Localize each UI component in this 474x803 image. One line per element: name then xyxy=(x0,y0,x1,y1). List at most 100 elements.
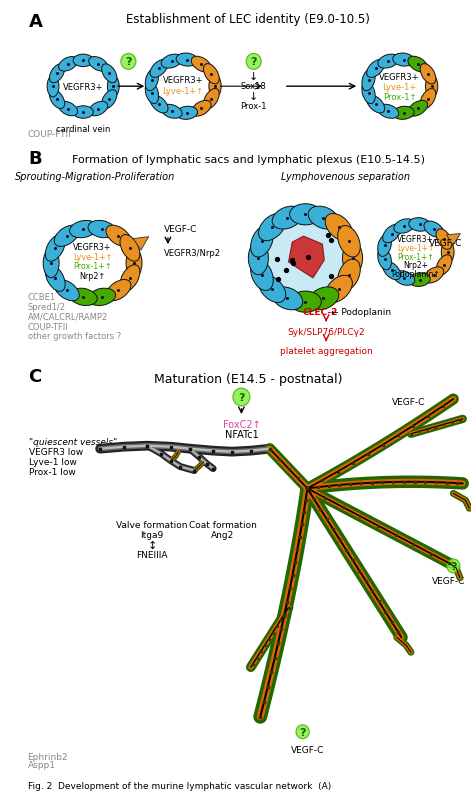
Text: CLEC-2: CLEC-2 xyxy=(302,308,338,316)
Text: VEGFR3+: VEGFR3+ xyxy=(397,234,434,243)
Ellipse shape xyxy=(151,60,215,114)
Polygon shape xyxy=(289,237,324,279)
Ellipse shape xyxy=(436,230,452,250)
Text: ?: ? xyxy=(300,727,306,737)
Ellipse shape xyxy=(394,271,415,286)
Ellipse shape xyxy=(49,91,64,109)
Text: other growth factors ?: other growth factors ? xyxy=(27,332,121,341)
Ellipse shape xyxy=(409,274,430,287)
Ellipse shape xyxy=(393,107,414,120)
Ellipse shape xyxy=(89,58,108,72)
Ellipse shape xyxy=(108,76,119,98)
Text: Spred1/2: Spred1/2 xyxy=(27,302,65,312)
Ellipse shape xyxy=(424,222,444,238)
Ellipse shape xyxy=(272,207,303,230)
Text: AM/CALCRL/RAMP2: AM/CALCRL/RAMP2 xyxy=(27,312,108,321)
Ellipse shape xyxy=(70,289,97,306)
Ellipse shape xyxy=(176,107,198,120)
Ellipse shape xyxy=(258,214,286,242)
Text: ?: ? xyxy=(125,57,132,67)
Text: Formation of lymphatic sacs and lymphatic plexus (E10.5-14.5): Formation of lymphatic sacs and lymphati… xyxy=(72,154,425,165)
Ellipse shape xyxy=(378,248,392,271)
Text: Podoplanin↑: Podoplanin↑ xyxy=(391,270,440,279)
Ellipse shape xyxy=(53,61,113,113)
Ellipse shape xyxy=(394,219,415,234)
Ellipse shape xyxy=(46,235,65,262)
Text: VEGFR3+: VEGFR3+ xyxy=(379,72,420,82)
Ellipse shape xyxy=(88,221,116,238)
Ellipse shape xyxy=(408,101,428,117)
Ellipse shape xyxy=(106,280,131,301)
Ellipse shape xyxy=(272,287,303,311)
Ellipse shape xyxy=(420,89,436,110)
Ellipse shape xyxy=(49,65,64,84)
Ellipse shape xyxy=(308,287,339,311)
Text: A: A xyxy=(28,13,42,31)
Ellipse shape xyxy=(89,102,108,116)
Ellipse shape xyxy=(120,235,140,262)
Text: Prox-1+↑: Prox-1+↑ xyxy=(73,262,112,271)
Ellipse shape xyxy=(378,55,399,69)
Ellipse shape xyxy=(59,102,78,116)
Text: Lyve-1+↑: Lyve-1+↑ xyxy=(73,252,112,261)
Ellipse shape xyxy=(126,249,142,279)
Text: Nrp2↑: Nrp2↑ xyxy=(80,272,106,281)
Ellipse shape xyxy=(420,64,436,85)
Text: VEGFR3 low: VEGFR3 low xyxy=(29,447,84,456)
Ellipse shape xyxy=(362,70,375,92)
Ellipse shape xyxy=(203,64,219,85)
Circle shape xyxy=(246,55,261,70)
Ellipse shape xyxy=(248,242,268,275)
Text: VEGF-C: VEGF-C xyxy=(291,744,324,754)
Text: VEGFR3+: VEGFR3+ xyxy=(163,75,203,84)
Ellipse shape xyxy=(426,75,438,99)
Text: VEGF-C: VEGF-C xyxy=(392,397,426,406)
Ellipse shape xyxy=(337,259,360,291)
Ellipse shape xyxy=(145,83,159,104)
Ellipse shape xyxy=(308,207,339,230)
Text: Maturation (E14.5 - postnatal): Maturation (E14.5 - postnatal) xyxy=(154,373,342,385)
Ellipse shape xyxy=(367,60,385,79)
Text: NFATc1: NFATc1 xyxy=(225,430,258,439)
Text: Lyve-1+↑: Lyve-1+↑ xyxy=(397,243,434,252)
Text: VEGFR3+: VEGFR3+ xyxy=(63,83,103,92)
Ellipse shape xyxy=(258,276,286,303)
Ellipse shape xyxy=(191,101,211,117)
Text: Establishment of LEC identity (E9.0-10.5): Establishment of LEC identity (E9.0-10.5… xyxy=(126,13,370,26)
Text: Lyve-1 low: Lyve-1 low xyxy=(29,457,77,466)
Ellipse shape xyxy=(251,226,273,258)
Ellipse shape xyxy=(383,262,401,280)
Ellipse shape xyxy=(47,76,59,98)
Ellipse shape xyxy=(378,105,399,119)
Text: Ephrinb2: Ephrinb2 xyxy=(27,752,68,760)
Text: ↓: ↓ xyxy=(249,72,258,82)
Ellipse shape xyxy=(191,57,211,73)
Ellipse shape xyxy=(393,54,414,67)
Ellipse shape xyxy=(337,226,360,258)
Ellipse shape xyxy=(441,242,454,264)
Ellipse shape xyxy=(51,229,134,299)
Ellipse shape xyxy=(436,255,452,276)
Ellipse shape xyxy=(367,96,385,114)
Ellipse shape xyxy=(46,266,65,292)
FancyArrowPatch shape xyxy=(133,238,149,251)
Ellipse shape xyxy=(54,226,79,247)
Text: Lyve-1+↑: Lyve-1+↑ xyxy=(163,87,204,96)
Ellipse shape xyxy=(150,60,168,79)
Text: VEGF-C: VEGF-C xyxy=(428,238,462,247)
Ellipse shape xyxy=(102,91,117,109)
Text: ↓: ↓ xyxy=(249,92,258,102)
Text: Fig. 2  Development of the murine lymphatic vascular network  (A): Fig. 2 Development of the murine lymphat… xyxy=(27,781,331,790)
Text: B: B xyxy=(28,149,42,168)
Text: Sox18: Sox18 xyxy=(241,82,266,91)
Text: Coat formation: Coat formation xyxy=(189,520,256,529)
Ellipse shape xyxy=(343,242,363,275)
Ellipse shape xyxy=(59,58,78,72)
Ellipse shape xyxy=(368,60,432,114)
Ellipse shape xyxy=(290,205,321,226)
Circle shape xyxy=(121,55,136,70)
Ellipse shape xyxy=(145,70,159,92)
Ellipse shape xyxy=(102,65,117,84)
Text: CCBE1: CCBE1 xyxy=(27,292,56,301)
Ellipse shape xyxy=(209,75,221,99)
